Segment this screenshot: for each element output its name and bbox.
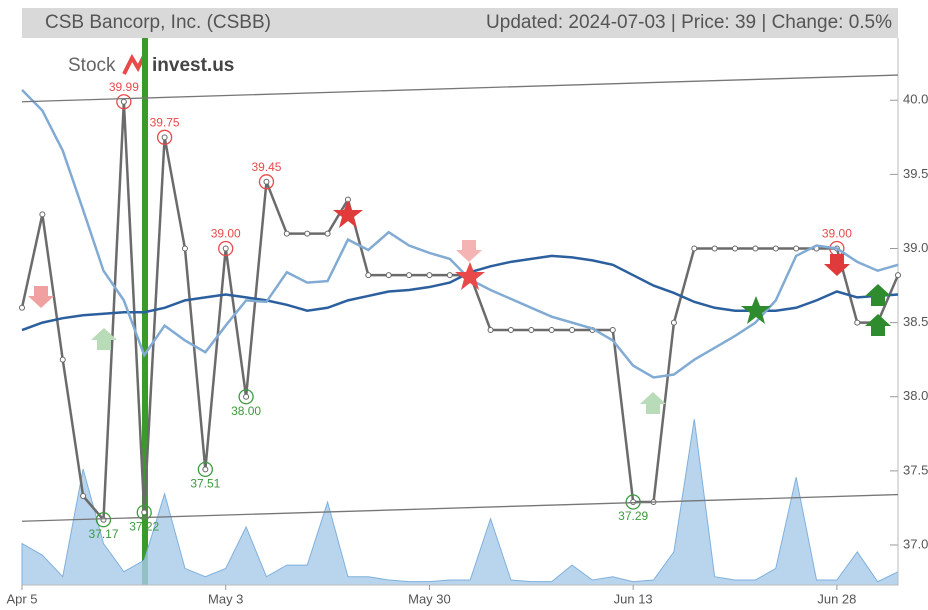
y-tick-label: 39.0 [903, 240, 928, 255]
buy-arrow [865, 284, 891, 306]
extreme-marker [218, 240, 234, 257]
price-point [365, 272, 372, 279]
price-point [59, 356, 66, 363]
price-point [670, 319, 677, 326]
extreme-marker [116, 94, 132, 110]
chart-title: CSB Bancorp, Inc. (CSBB) [45, 12, 271, 33]
value-label: 39.75 [150, 115, 180, 129]
buy-arrow [640, 392, 666, 414]
y-tick-label: 40.0 [903, 92, 928, 107]
y-tick-label: 37.5 [903, 462, 928, 477]
value-label: 37.29 [618, 509, 648, 523]
sell-arrow [28, 286, 54, 308]
extreme-marker [197, 461, 213, 478]
price-point [507, 327, 514, 334]
value-label: 37.51 [190, 477, 220, 491]
extreme-marker [95, 512, 112, 528]
value-label: 39.00 [822, 227, 852, 241]
price-point [263, 178, 270, 185]
buy-arrow [91, 328, 117, 350]
value-label: 39.00 [211, 227, 241, 241]
logo-icon [122, 53, 146, 75]
price-point [304, 230, 311, 237]
price-point [19, 304, 25, 311]
price-point [385, 272, 392, 279]
sell-arrow [456, 240, 482, 262]
price-point [426, 272, 433, 279]
value-label: 38.00 [231, 404, 261, 418]
signal-star [455, 262, 485, 290]
average-line [21, 89, 899, 379]
price-point [487, 327, 494, 334]
price-point [691, 245, 698, 252]
price-point [732, 245, 739, 252]
price-point [772, 245, 779, 252]
value-label: 37.22 [129, 520, 159, 534]
price-point [141, 509, 148, 516]
y-tick-label: 37.0 [903, 536, 928, 551]
price-point [406, 272, 413, 279]
price-point [181, 245, 188, 252]
price-point [80, 493, 87, 500]
extreme-marker [156, 129, 173, 145]
price-point [161, 134, 168, 141]
header-band [22, 8, 898, 38]
x-tick-label: Apr 5 [6, 591, 37, 606]
price-point [202, 466, 209, 473]
y-tick-label: 38.0 [903, 388, 928, 403]
price-point [446, 272, 453, 279]
price-point [39, 211, 46, 218]
price-point [752, 245, 759, 252]
x-tick-label: Jun 13 [614, 591, 653, 606]
y-tick-label: 39.5 [903, 166, 928, 181]
trend-line [21, 493, 899, 522]
signal-star [741, 296, 771, 324]
signal-star [333, 200, 363, 228]
chart-subtitle: Updated: 2024-07-03 | Price: 39 | Change… [486, 12, 892, 33]
extreme-marker [136, 504, 152, 521]
value-label: 39.99 [109, 80, 139, 94]
x-tick-label: May 3 [208, 591, 243, 606]
price-point [283, 230, 290, 237]
volume-area [21, 419, 899, 586]
logo-text: Stock [68, 55, 116, 76]
price-point [609, 327, 616, 334]
trend-line [21, 74, 899, 103]
extreme-marker [238, 389, 254, 405]
price-point [120, 98, 127, 105]
logo-text: invest.us [152, 55, 234, 76]
x-tick-label: Jun 28 [817, 591, 856, 606]
price-point [222, 245, 229, 252]
price-point [100, 516, 107, 523]
buy-arrow [865, 314, 891, 336]
price-point [793, 245, 800, 252]
price-point [895, 272, 901, 279]
value-label: 37.17 [88, 527, 118, 541]
extreme-marker [258, 174, 275, 190]
price-point [854, 319, 861, 326]
y-tick-label: 38.5 [903, 314, 928, 329]
price-point [243, 393, 250, 400]
x-tick-label: May 30 [408, 591, 451, 606]
price-point [528, 327, 535, 334]
price-point [548, 327, 555, 334]
price-point [324, 230, 331, 237]
value-label: 39.45 [251, 160, 281, 174]
layers: 37.0 37.5 38.0 38.5 39.0 39.5 40.0 Apr 5 May 3 Ma… [6, 38, 928, 606]
price-point [569, 327, 576, 334]
price-point [711, 245, 718, 252]
sell-arrow [824, 254, 850, 276]
